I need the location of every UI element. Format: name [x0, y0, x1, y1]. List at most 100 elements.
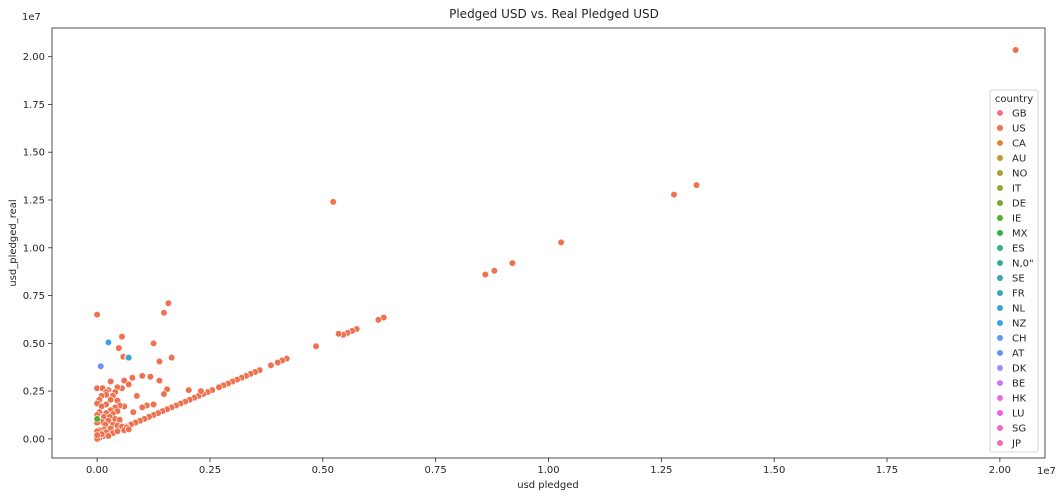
legend-marker [996, 289, 1004, 297]
data-point-us [149, 400, 158, 409]
legend-box [989, 89, 1039, 453]
legend-marker [996, 169, 1004, 177]
data-point-us [215, 383, 223, 391]
data-point-us [692, 181, 701, 189]
x-tick-label: 1.00 [537, 465, 559, 476]
data-point-at [97, 362, 105, 370]
legend-label: CA [1012, 139, 1026, 150]
y-tick-label: 1.00 [23, 243, 45, 254]
legend-label: N,0" [1012, 259, 1034, 270]
legend-marker [996, 394, 1004, 402]
legend-marker [996, 319, 1004, 327]
x-axis: 0.00 0.25 0.50 0.75 1.00 1.25 1.50 1.75 2.00 [86, 458, 1011, 476]
data-point-us [125, 380, 133, 389]
legend-label: BE [1012, 379, 1025, 390]
legend-marker [996, 199, 1004, 207]
legend-label: IE [1012, 214, 1021, 225]
legend-label: SE [1012, 274, 1025, 285]
data-point-us [160, 390, 168, 398]
data-point-us [670, 191, 678, 199]
data-point-us [374, 316, 382, 324]
legend-label: NZ [1012, 319, 1026, 330]
legend-label: AT [1012, 349, 1025, 360]
data-point-us [160, 309, 168, 317]
data-point-us [149, 339, 158, 347]
data-point-us [155, 377, 164, 385]
data-point-us [118, 333, 126, 341]
data-point-us [104, 432, 113, 440]
chart-title: Pledged USD vs. Real Pledged USD [449, 7, 659, 21]
legend-label: JP [1011, 439, 1021, 450]
legend-marker [996, 184, 1004, 192]
x-tick-label: 0.75 [425, 465, 447, 476]
data-point-us [93, 431, 101, 439]
data-point-us [329, 198, 337, 206]
legend-marker [996, 424, 1004, 432]
data-point-us [138, 372, 146, 380]
legend-marker [996, 154, 1004, 162]
x-tick-label: 1.50 [763, 465, 785, 476]
y-tick-label: 0.75 [23, 291, 45, 302]
data-point-us [557, 238, 565, 247]
y-axis: 0.00 0.25 0.50 0.75 1.00 1.25 1.50 1.75 2.00 [23, 52, 52, 445]
legend-label: FR [1012, 289, 1025, 300]
data-points [93, 46, 1020, 443]
x-tick-label: 1.75 [876, 465, 898, 476]
legend-marker [996, 439, 1004, 447]
data-point-us [1012, 46, 1020, 54]
data-point-us [146, 373, 154, 381]
x-tick-label: 0.00 [86, 465, 108, 476]
y-tick-label: 2.00 [23, 52, 45, 63]
data-point-us [490, 267, 498, 275]
legend-label: US [1012, 124, 1026, 135]
y-offset-label: 1e7 [22, 12, 41, 23]
data-point-us [168, 354, 176, 362]
x-tick-label: 0.50 [312, 465, 334, 476]
data-point-us [312, 342, 320, 350]
y-tick-label: 1.25 [23, 196, 45, 207]
data-point-us [185, 386, 193, 394]
y-axis-label: usd_pledged_real [8, 199, 19, 286]
data-point-us [138, 403, 146, 411]
y-tick-label: 0.25 [23, 387, 45, 398]
data-point-nl [125, 354, 133, 362]
legend-marker [996, 139, 1004, 147]
legend-marker [996, 349, 1004, 357]
legend-marker [996, 229, 1004, 237]
legend-label: NO [1012, 169, 1027, 180]
legend-marker [996, 244, 1004, 252]
legend-label: HK [1012, 394, 1027, 405]
legend-marker [996, 304, 1004, 312]
legend-label: IT [1012, 184, 1022, 195]
data-point-us [133, 392, 141, 400]
legend: country GB US CA AU NO IT DE IE MX ES N,0" SE FR NL NZ… [989, 89, 1039, 453]
legend-marker [996, 364, 1004, 372]
legend-marker [996, 109, 1004, 117]
y-tick-label: 0.00 [23, 434, 45, 445]
legend-label: AU [1012, 154, 1026, 165]
legend-marker [996, 214, 1004, 222]
legend-label: SG [1012, 424, 1026, 435]
legend-label: CH [1012, 334, 1027, 345]
data-point-us [274, 358, 282, 367]
legend-label: NL [1012, 304, 1025, 315]
data-point-us [128, 374, 136, 382]
data-point-ie [93, 415, 101, 423]
legend-marker [996, 334, 1004, 342]
legend-marker [996, 124, 1004, 132]
data-point-us [107, 377, 115, 386]
data-point-us [481, 270, 489, 279]
y-tick-label: 1.50 [23, 148, 45, 159]
legend-label: GB [1012, 109, 1027, 120]
legend-label: DE [1012, 199, 1026, 210]
legend-title: country [995, 94, 1033, 105]
data-point-us [125, 425, 133, 433]
data-point-us [93, 311, 101, 319]
legend-marker [996, 259, 1004, 267]
data-point-us [129, 408, 137, 416]
data-point-nz [104, 338, 113, 346]
data-point-us [155, 357, 164, 366]
data-point-us [508, 259, 516, 267]
x-tick-label: 2.00 [989, 465, 1011, 476]
data-point-us [267, 361, 275, 369]
